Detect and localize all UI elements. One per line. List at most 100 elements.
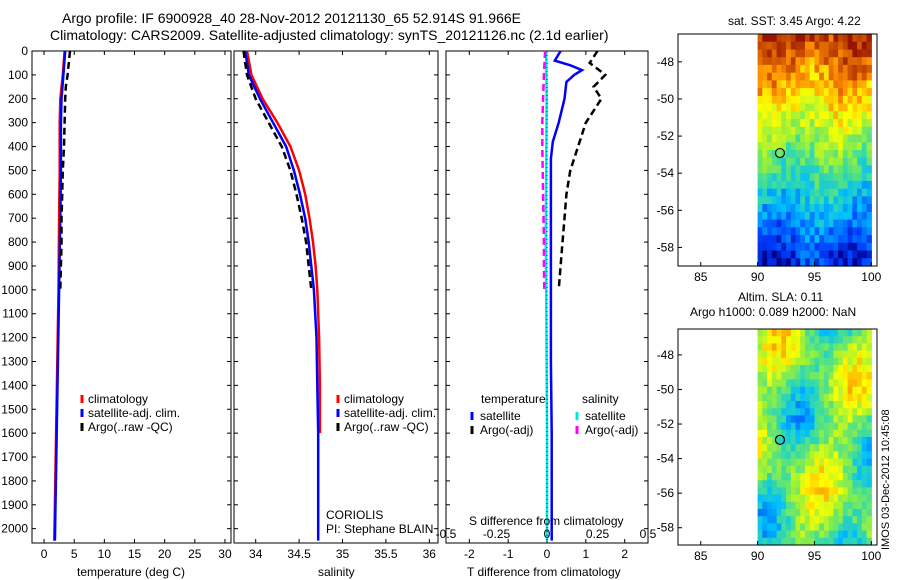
sla-map-cell [809,451,815,460]
sla-map-cell [800,465,806,474]
sla-map-cell [847,537,853,546]
sst-map-cell [767,64,773,74]
sst-map-cell [866,173,872,182]
sla-map-cell [800,487,806,496]
sla-map-cell [866,422,872,431]
sla-map-cell [857,372,863,380]
sla-map-cell [800,336,806,344]
sla-map-cell [866,350,872,359]
sla-map-cell [842,444,849,452]
sst-map-cell [776,250,782,259]
sla-map-cell [786,444,792,452]
sla-map-cell [771,523,778,532]
sst-map-cell [790,72,797,81]
sla-map-cell [823,437,830,445]
sla-map-cell [767,530,773,539]
sst-map-cell [786,258,792,267]
sla-map-cell [857,350,863,359]
sla-map-cell [857,343,863,352]
sst-map-cell [842,211,849,221]
sst-map-cell [823,258,830,267]
sst-map-cell [861,72,868,81]
sla-map-cell [767,386,773,395]
sla-map-cell [852,422,858,431]
sla-map-cell [767,415,773,424]
sst-map-cell [786,173,792,182]
sla-map-cell [847,329,853,337]
sla-map-cell [757,480,763,488]
sla-map-cell [757,343,763,352]
sla-map-cell [809,350,815,359]
sst-map-cell [776,196,782,205]
sst-map-cell [852,204,858,213]
sla-map-cell [781,357,787,366]
sla-map-cell [762,523,768,532]
sst-map-argo-marker [774,147,786,159]
sst-map-cell [767,95,773,105]
sst-map-cell [866,157,872,166]
sla-map-cell [823,408,830,416]
sst-map-cell [790,196,797,205]
sst-map-cell [838,211,844,221]
sst-map-cell [833,173,839,182]
sla-map-cell [795,516,801,524]
sst-map-cell [833,49,839,58]
sla-map-cell [852,473,858,481]
sla-map-cell [800,415,806,424]
sst-map-cell [857,119,863,128]
sla-map-cell [819,437,825,445]
sla-map-cell [800,523,806,532]
sla-map-cell [833,365,839,373]
sla-map-cell [852,429,858,438]
sst-map-cell [771,80,778,89]
sla-map-cell [809,537,815,546]
sst-map-cell [805,235,811,244]
sla-map-cell [771,357,778,366]
sla-map-cell [819,386,825,395]
sst-map-cell [786,235,792,244]
sla-map-cell [819,516,825,524]
sst-map-cell [828,49,834,58]
sla-map-cell [776,429,782,438]
sst-map-cell [809,72,815,81]
sst-map-cell [757,72,763,81]
sla-map-cell [786,480,792,488]
sla-map-cell [771,516,778,524]
sst-map-cell [805,142,811,151]
sla-map-cell [757,487,763,496]
sla-map-cell [838,465,844,474]
sst-map-cell [842,235,849,244]
sla-map-xtick-label: 85 [694,549,708,563]
sla-map-cell [790,357,797,366]
sla-map-cell [857,480,863,488]
sst-map-cell [814,235,820,244]
s-difference-tick-label: 0 [544,527,551,541]
sst-map-cell [805,173,811,182]
sla-map-cell [823,422,830,431]
sla-map-cell [795,386,801,395]
sla-map-cell [790,329,797,337]
sst-map-cell [847,150,853,159]
sst-map-cell [805,219,811,228]
sla-map-cell [776,458,782,467]
sla-map-cell [795,350,801,359]
sst-map-cell [786,134,792,143]
title-line-1: Argo profile: IF 6900928_40 28-Nov-2012 … [62,10,521,26]
sst-map-cell [786,188,792,197]
sst-map-cell [790,134,797,143]
sst-map-cell [805,95,811,105]
sla-map-cell [809,336,815,344]
sst-map-cell [757,180,763,190]
sst-map-cell [795,180,801,190]
sla-map-cell [842,365,849,373]
sst-map-cell [800,180,806,190]
sst-map-cell [866,242,872,252]
sla-map-cell [771,336,778,344]
sst-map-cell [852,165,858,174]
sst-map-cell [857,150,863,159]
temperature-xtick-label: 0 [41,547,48,561]
sst-map-cell [762,88,768,97]
sst-map-cell [857,134,863,143]
sst-map-cell [847,204,853,213]
